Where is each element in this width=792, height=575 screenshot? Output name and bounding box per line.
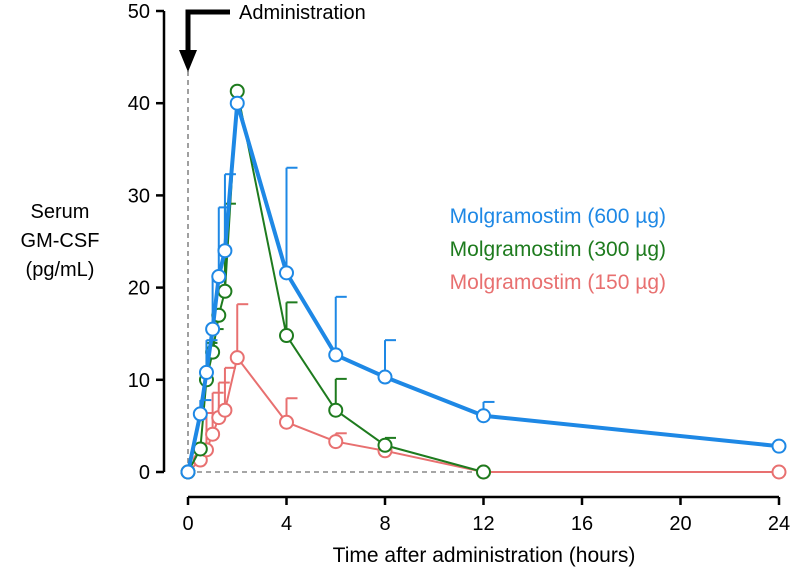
y-axis-title: Serum GM-CSF (pg/mL) [21,201,100,281]
series-layer [180,83,787,480]
administration-annotation: Administration [179,2,366,72]
series-2 [180,83,491,480]
data-point [217,243,233,259]
y-tick-label: 20 [128,278,150,300]
data-point [229,95,245,111]
x-axis: 0 4 8 12 16 20 24 [182,495,790,535]
x-tick-label: 4 [281,513,292,535]
data-point [217,283,233,299]
data-point [771,438,787,454]
y-axis-title-line-1: Serum [31,201,90,223]
x-tick-label: 8 [379,513,390,535]
reference-lines [187,62,484,473]
data-point [279,265,294,281]
y-axis-title-line-3: (pg/mL) [26,259,95,281]
data-point [192,406,208,422]
data-point [377,369,393,385]
data-point [279,414,294,430]
administration-arrow-icon [185,9,230,52]
data-point [229,350,245,366]
x-tick-label: 20 [669,513,691,535]
legend-entry: Molgramostim (300 µg) [450,238,666,261]
y-tick-label: 30 [128,185,150,207]
data-point [328,347,344,363]
y-tick-label: 50 [128,1,150,23]
series-1 [180,95,787,480]
x-tick-label: 16 [571,513,593,535]
data-point [279,328,294,344]
data-point [217,402,233,418]
data-point [205,426,221,442]
x-tick-label: 12 [472,513,494,535]
y-tick-label: 40 [128,93,150,115]
series-3 [180,303,787,480]
y-tick-label: 0 [139,462,150,484]
x-tick-label: 0 [182,513,193,535]
y-axis-title-line-2: GM-CSF [21,230,100,252]
data-point [476,464,491,480]
y-tick-label: 10 [128,370,150,392]
data-point [328,434,344,450]
data-point [211,269,227,285]
x-tick-label: 24 [768,513,790,535]
legend-entry: Molgramostim (600 µg) [450,205,666,228]
legend-entry: Molgramostim (150 µg) [450,271,666,294]
arrow-head-icon [179,50,197,72]
administration-label: Administration [239,2,366,24]
data-point [771,464,787,480]
data-point [198,364,214,380]
y-axis: 0 10 20 30 40 50 [128,1,166,484]
x-axis-title: Time after administration (hours) [333,544,636,567]
data-point [328,402,344,418]
legend: Molgramostim (600 µg) Molgramostim (300 µ… [450,205,666,294]
data-point [377,437,393,453]
data-point [180,464,196,480]
data-point [205,321,221,337]
data-point [476,408,491,424]
